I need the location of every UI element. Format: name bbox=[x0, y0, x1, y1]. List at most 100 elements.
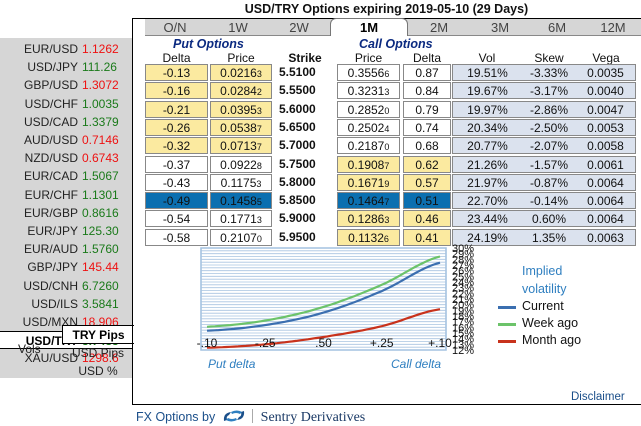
tab-6m[interactable]: 6M bbox=[547, 20, 567, 35]
call-delta-cell-value: 0.87 bbox=[415, 66, 439, 80]
skew-cell-value: 1.35% bbox=[531, 230, 567, 245]
put-delta-cell-value: -0.26 bbox=[162, 120, 191, 135]
currency-pair-row[interactable]: EUR/CHF 1.1301 bbox=[0, 186, 132, 204]
currency-pair-row[interactable]: EUR/AUD 1.5760 bbox=[0, 240, 132, 258]
header-strike: Strike bbox=[288, 51, 322, 65]
y-tick-label: 14% bbox=[452, 334, 474, 346]
vols-label: Vols bbox=[18, 342, 41, 356]
pair-rate: 1.5760 bbox=[82, 242, 119, 257]
y-tick-label: 29% bbox=[452, 249, 474, 261]
vega-cell: 0.0058 bbox=[576, 137, 636, 155]
vega-cell: 0.0040 bbox=[576, 82, 636, 100]
footer-brand[interactable]: FX Options by Sentry Derivatives bbox=[136, 408, 365, 426]
currency-pair-row[interactable]: AUD/USD 0.7146 bbox=[0, 131, 132, 149]
put-delta-axis-label: Put delta bbox=[208, 357, 256, 371]
put-price-cell-value: 0.1771 bbox=[220, 212, 257, 227]
call-delta-cell-value: 0.74 bbox=[415, 120, 439, 135]
pair-name: EUR/USD bbox=[23, 42, 78, 56]
currency-pair-row[interactable]: USD/JPY 111.26 bbox=[0, 58, 132, 76]
currency-pair-row[interactable]: GBP/USD 1.3072 bbox=[0, 76, 132, 94]
vega-cell-value: 0.0061 bbox=[587, 157, 624, 172]
currency-pair-row[interactable]: USD/CNH 6.7260 bbox=[0, 277, 132, 295]
unit-option[interactable]: USD Pips bbox=[71, 345, 124, 360]
tab-on[interactable]: O/N bbox=[163, 20, 187, 35]
put-price-cell-value: 0.0395 bbox=[220, 102, 257, 117]
skew-cell: 0.60% bbox=[522, 210, 576, 228]
skew-cell-value: -2.50% bbox=[529, 120, 569, 135]
vol-cell-value: 19.51% bbox=[467, 66, 508, 80]
vega-cell: 0.0063 bbox=[576, 228, 636, 246]
call-options-heading: Call Options bbox=[359, 37, 433, 51]
pair-name: GBP/USD bbox=[23, 78, 78, 93]
put-price-cell-value: 0.0538 bbox=[220, 120, 257, 135]
skew-cell-value: -1.57% bbox=[529, 157, 569, 172]
skew-cell-value: -0.14% bbox=[529, 194, 569, 209]
tab-1m[interactable]: 1M bbox=[330, 18, 408, 36]
currency-pair-row[interactable]: XAU/USD 1298.6 bbox=[0, 349, 132, 367]
y-tick-label: 28% bbox=[452, 254, 474, 266]
strike-cell: 5.8500 bbox=[279, 193, 316, 208]
call-price-cell-value: 0.3556 bbox=[347, 66, 385, 80]
currency-pair-row[interactable]: EUR/JPY 125.30 bbox=[0, 222, 132, 240]
tab-2w[interactable]: 2W bbox=[289, 20, 309, 35]
tab-3m[interactable]: 3M bbox=[490, 20, 510, 35]
call-price-cell-value: 0.1286 bbox=[347, 212, 385, 227]
put-delta-cell: -0.43 bbox=[145, 173, 208, 191]
pair-rate: 1.3379 bbox=[82, 114, 119, 129]
call-price-cell: 0.21870 bbox=[337, 137, 400, 155]
vol-cell-value: 24.19% bbox=[467, 230, 508, 245]
put-price-cell-pip-digit: 7 bbox=[256, 123, 262, 134]
pair-name: EUR/GBP bbox=[23, 205, 78, 220]
skew-cell: 1.35% bbox=[522, 228, 576, 246]
pair-rate: 3.5841 bbox=[82, 296, 119, 311]
put-delta-cell-value: -0.54 bbox=[162, 212, 191, 227]
strike-cell: 5.5500 bbox=[279, 83, 316, 98]
x-tick-label: +.25 bbox=[370, 336, 394, 350]
put-price-cell-pip-digit: 7 bbox=[256, 142, 262, 153]
call-price-cell: 0.28520 bbox=[337, 100, 400, 118]
put-price-cell-pip-digit: 3 bbox=[256, 215, 262, 226]
put-price-cell-pip-digit: 8 bbox=[256, 160, 262, 171]
currency-pair-row[interactable]: GBP/JPY 145.44 bbox=[0, 258, 132, 276]
currency-pair-row[interactable]: USD/CAD 1.3379 bbox=[0, 113, 132, 131]
call-price-cell: 0.32313 bbox=[337, 82, 400, 100]
strike-cell: 5.5100 bbox=[279, 65, 316, 79]
strike-cell: 5.6500 bbox=[279, 119, 316, 134]
y-tick-label: 18% bbox=[452, 311, 474, 323]
vega-cell: 0.0035 bbox=[576, 64, 636, 81]
currency-pair-row[interactable]: USD/ILS 3.5841 bbox=[0, 295, 132, 313]
put-price-cell-pip-digit: 2 bbox=[256, 87, 262, 98]
tab-2m[interactable]: 2M bbox=[429, 20, 449, 35]
currency-pair-row[interactable]: EUR/CAD 1.5067 bbox=[0, 167, 132, 185]
put-price-cell-pip-digit: 3 bbox=[256, 105, 262, 116]
vega-cell-value: 0.0064 bbox=[587, 175, 624, 190]
put-price-cell-value: 0.1458 bbox=[220, 194, 257, 209]
currency-pair-row[interactable]: EUR/USD 1.1262 bbox=[0, 40, 132, 58]
vega-cell-value: 0.0053 bbox=[587, 120, 624, 135]
put-price-cell: 0.03953 bbox=[210, 100, 272, 118]
tab-12m[interactable]: 12M bbox=[600, 20, 626, 35]
currency-pair-row[interactable]: EUR/GBP 0.8616 bbox=[0, 204, 132, 222]
call-delta-cell-value: 0.46 bbox=[415, 212, 439, 227]
call-price-cell-value: 0.2187 bbox=[347, 139, 385, 154]
pair-name: USD/ILS bbox=[31, 296, 78, 311]
put-price-cell-pip-digit: 5 bbox=[256, 197, 262, 208]
currency-pair-row[interactable]: USD/CHF 1.0035 bbox=[0, 95, 132, 113]
currency-pair-row[interactable]: NZD/USD 0.6743 bbox=[0, 149, 132, 167]
put-price-cell-pip-digit: 3 bbox=[256, 69, 262, 79]
vol-cell-value: 22.70% bbox=[467, 194, 508, 209]
unit-option[interactable]: USD % bbox=[78, 364, 118, 378]
call-price-cell-pip-digit: 4 bbox=[384, 123, 390, 134]
disclaimer-link[interactable]: Disclaimer bbox=[571, 391, 625, 403]
vega-cell: 0.0064 bbox=[576, 173, 636, 191]
series-line-current bbox=[206, 261, 441, 332]
vol-cell: 19.67% bbox=[452, 82, 522, 100]
pair-rate: 6.7260 bbox=[82, 278, 119, 293]
vega-cell-value: 0.0064 bbox=[587, 212, 624, 227]
x-tick-label: +.10 bbox=[428, 336, 452, 350]
unit-option[interactable]: TRY Pips bbox=[62, 325, 134, 344]
call-price-cell-pip-digit: 7 bbox=[384, 197, 390, 208]
y-tick-label: 12% bbox=[452, 345, 474, 357]
vol-cell-value: 21.97% bbox=[467, 175, 508, 190]
tab-1w[interactable]: 1W bbox=[228, 20, 248, 35]
